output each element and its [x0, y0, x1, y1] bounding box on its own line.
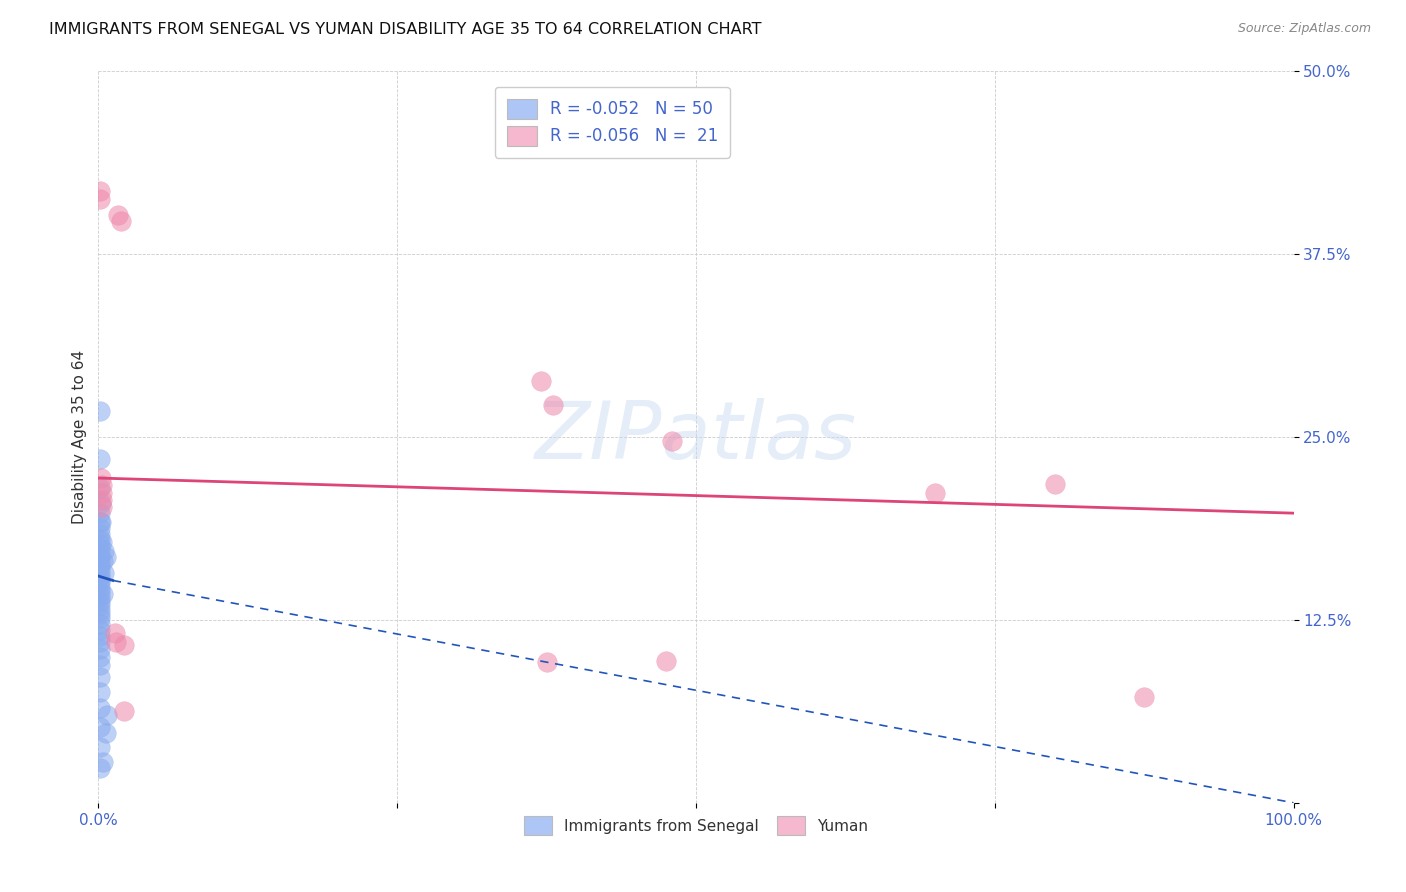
- Point: [89, 541, 111, 556]
- Point: [89, 526, 111, 541]
- Point: [104, 626, 127, 640]
- Point: [661, 434, 683, 449]
- Text: Source: ZipAtlas.com: Source: ZipAtlas.com: [1237, 22, 1371, 36]
- Point: [89, 642, 111, 657]
- Point: [89, 537, 111, 551]
- Point: [1043, 476, 1066, 491]
- Point: [89, 533, 111, 547]
- Point: [91, 586, 114, 600]
- Point: [89, 649, 111, 664]
- Point: [89, 551, 111, 566]
- Point: [89, 617, 111, 632]
- Point: [94, 549, 117, 564]
- Point: [89, 547, 111, 561]
- Point: [91, 493, 114, 508]
- Point: [91, 755, 114, 769]
- Point: [93, 566, 115, 581]
- Point: [89, 623, 111, 637]
- Point: [89, 574, 111, 588]
- Point: [112, 638, 135, 652]
- Point: [90, 496, 112, 510]
- Legend: Immigrants from Senegal, Yuman: Immigrants from Senegal, Yuman: [516, 809, 876, 843]
- Point: [91, 535, 114, 549]
- Point: [89, 658, 111, 673]
- Point: [107, 208, 129, 222]
- Point: [89, 576, 111, 591]
- Point: [89, 684, 111, 698]
- Point: [90, 515, 112, 529]
- Point: [90, 471, 112, 485]
- Point: [89, 761, 111, 775]
- Point: [536, 656, 558, 670]
- Point: [89, 720, 111, 734]
- Point: [89, 556, 111, 570]
- Point: [89, 452, 111, 467]
- Point: [91, 554, 114, 568]
- Point: [89, 611, 111, 625]
- Point: [89, 481, 111, 495]
- Point: [91, 500, 114, 515]
- Y-axis label: Disability Age 35 to 64: Disability Age 35 to 64: [72, 350, 87, 524]
- Point: [89, 192, 111, 206]
- Point: [89, 594, 111, 608]
- Point: [89, 565, 111, 579]
- Point: [110, 213, 132, 227]
- Point: [89, 521, 111, 535]
- Point: [89, 184, 111, 198]
- Point: [89, 569, 111, 583]
- Point: [89, 581, 111, 595]
- Point: [89, 635, 111, 649]
- Text: IMMIGRANTS FROM SENEGAL VS YUMAN DISABILITY AGE 35 TO 64 CORRELATION CHART: IMMIGRANTS FROM SENEGAL VS YUMAN DISABIL…: [49, 22, 762, 37]
- Point: [89, 700, 111, 714]
- Point: [91, 485, 114, 500]
- Point: [89, 515, 111, 529]
- Point: [89, 506, 111, 520]
- Point: [89, 670, 111, 684]
- Point: [96, 708, 118, 723]
- Point: [530, 375, 553, 389]
- Point: [89, 590, 111, 604]
- Point: [105, 635, 128, 649]
- Point: [89, 629, 111, 643]
- Point: [93, 544, 115, 558]
- Point: [1133, 690, 1156, 705]
- Point: [655, 654, 678, 668]
- Point: [924, 485, 946, 500]
- Point: [89, 607, 111, 621]
- Text: ZIPatlas: ZIPatlas: [534, 398, 858, 476]
- Point: [89, 603, 111, 617]
- Point: [89, 740, 111, 755]
- Point: [112, 704, 135, 718]
- Point: [89, 403, 111, 417]
- Point: [89, 560, 111, 574]
- Point: [94, 725, 117, 739]
- Point: [91, 478, 114, 492]
- Point: [89, 585, 111, 599]
- Point: [541, 398, 564, 412]
- Point: [89, 599, 111, 613]
